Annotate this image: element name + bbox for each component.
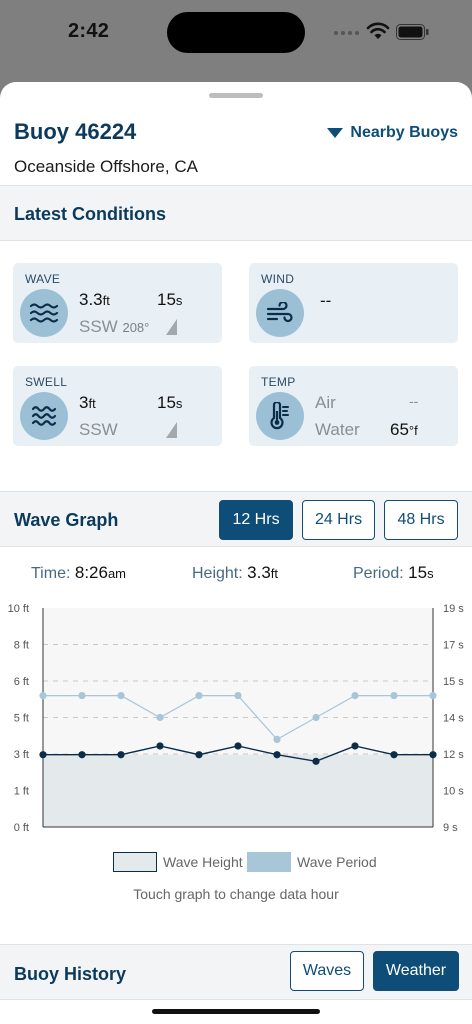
nearby-buoys-label: Nearby Buoys	[350, 124, 458, 141]
wave-period-point	[273, 735, 281, 743]
wind-label: WIND	[261, 272, 295, 286]
wave-period-point	[429, 692, 437, 700]
right-tick-label: 19 s	[443, 603, 464, 615]
status-bar: 2:42	[0, 0, 472, 70]
swell-icon	[20, 392, 68, 440]
swell-period: 15s	[157, 393, 183, 412]
water-temp-value: 65°f	[390, 420, 418, 439]
wave-height-point	[234, 742, 242, 750]
range-48-hrs-button[interactable]: 48 Hrs	[384, 500, 458, 540]
wave-period-point	[351, 692, 359, 700]
wind-card[interactable]: WIND --	[249, 263, 458, 343]
legend-swatch-height	[113, 852, 157, 872]
caret-down-icon	[327, 128, 344, 138]
latest-conditions-title: Latest Conditions	[14, 204, 166, 224]
readout-period: Period: 15s	[353, 563, 434, 582]
waves-icon	[20, 289, 68, 337]
buoy-title: Buoy 46224	[14, 119, 137, 144]
wave-label: WAVE	[25, 272, 61, 286]
wave-period-point	[78, 692, 86, 700]
swell-direction: SSW	[79, 420, 118, 439]
swell-card[interactable]: SWELL 3ft 15s SSW	[13, 366, 222, 446]
wave-period-point	[39, 692, 47, 700]
right-tick-label: 14 s	[443, 713, 464, 725]
wave-period-point	[312, 713, 320, 722]
wave-graph-header: Wave Graph 12 Hrs 24 Hrs 48 Hrs	[0, 491, 472, 547]
wave-height-point	[195, 751, 203, 759]
temp-label: TEMP	[261, 375, 296, 389]
left-tick-label: 6 ft	[14, 676, 29, 688]
left-tick-label: 1 ft	[14, 786, 29, 798]
status-time: 2:42	[68, 20, 110, 42]
wave-height-point	[156, 742, 164, 750]
wave-height-point	[117, 751, 125, 759]
air-temp-value: --	[409, 393, 419, 409]
left-tick-label: 0 ft	[14, 822, 29, 834]
wave-card[interactable]: WAVE 3.3ft 15s SSW 208°	[13, 263, 222, 343]
swell-label: SWELL	[25, 375, 68, 389]
cellular-signal-icon	[334, 31, 359, 35]
legend-label-period: Wave Period	[297, 854, 377, 870]
home-indicator	[152, 1009, 320, 1014]
weather-history-button[interactable]: Weather	[373, 951, 459, 991]
readout-height: Height: 3.3ft	[192, 563, 279, 582]
sheet-grabber[interactable]	[209, 93, 263, 98]
right-tick-label: 10 s	[443, 786, 464, 798]
range-12-hrs-button[interactable]: 12 Hrs	[219, 500, 293, 540]
wave-period-point	[117, 692, 125, 700]
direction-arrow-icon	[166, 422, 177, 438]
wave-period-point	[390, 692, 398, 700]
wave-height-point	[312, 757, 320, 765]
left-tick-label: 3 ft	[14, 749, 29, 761]
waves-history-button[interactable]: Waves	[290, 951, 364, 991]
right-tick-label: 12 s	[443, 749, 464, 761]
wave-height-point	[351, 742, 359, 750]
legend-wave-height: Wave Height	[113, 852, 243, 872]
left-tick-label: 5 ft	[14, 713, 29, 725]
wave-height-point	[39, 751, 47, 759]
buoy-location: Oceanside Offshore, CA	[14, 157, 198, 176]
chart-hint: Touch graph to change data hour	[133, 886, 339, 902]
range-24-hrs-button[interactable]: 24 Hrs	[302, 500, 375, 540]
wave-chart[interactable]: 10 ft 8 ft 6 ft 5 ft 3 ft 1 ft 0 ft 19 s 17 s 15 …	[0, 596, 472, 836]
wave-direction: SSW 208°	[79, 317, 150, 336]
latest-conditions-header: Latest Conditions	[0, 185, 472, 241]
buoy-history-title: Buoy History	[14, 964, 127, 984]
thermometer-icon	[256, 392, 304, 440]
wave-period-point	[156, 713, 164, 722]
buoy-detail-sheet: Buoy 46224 Nearby Buoys Oceanside Offsho…	[0, 82, 472, 1024]
water-temp-label: Water	[315, 420, 360, 439]
left-tick-label: 8 ft	[14, 640, 29, 652]
wave-graph-title: Wave Graph	[14, 510, 119, 530]
legend-swatch-period	[247, 852, 291, 872]
right-tick-label: 15 s	[443, 676, 464, 688]
wave-height-point	[390, 751, 398, 759]
readout-time: Time: 8:26am	[31, 563, 127, 582]
temp-card[interactable]: TEMP Air -- Water 65°f	[249, 366, 458, 446]
wave-height-area	[43, 754, 433, 827]
wave-period-point	[195, 692, 203, 700]
wave-height-point	[429, 751, 437, 759]
wave-height-point	[78, 751, 86, 759]
wind-value: --	[320, 291, 332, 310]
wave-height-point	[273, 751, 281, 759]
nearby-buoys-button[interactable]: Nearby Buoys	[327, 124, 458, 142]
air-temp-label: Air	[315, 393, 336, 412]
direction-arrow-icon	[166, 319, 177, 335]
left-tick-label: 10 ft	[8, 603, 29, 615]
battery-icon	[396, 24, 429, 40]
legend-wave-period: Wave Period	[247, 852, 377, 872]
swell-height: 3ft	[79, 393, 96, 412]
wind-icon	[256, 289, 304, 337]
dynamic-island	[167, 12, 305, 53]
wave-height: 3.3ft	[79, 290, 110, 309]
wifi-icon	[366, 22, 390, 39]
legend-label-height: Wave Height	[163, 854, 243, 870]
right-tick-label: 9 s	[443, 822, 458, 834]
right-tick-label: 17 s	[443, 640, 464, 652]
wave-period-point	[234, 692, 242, 700]
wave-period: 15s	[157, 290, 183, 309]
